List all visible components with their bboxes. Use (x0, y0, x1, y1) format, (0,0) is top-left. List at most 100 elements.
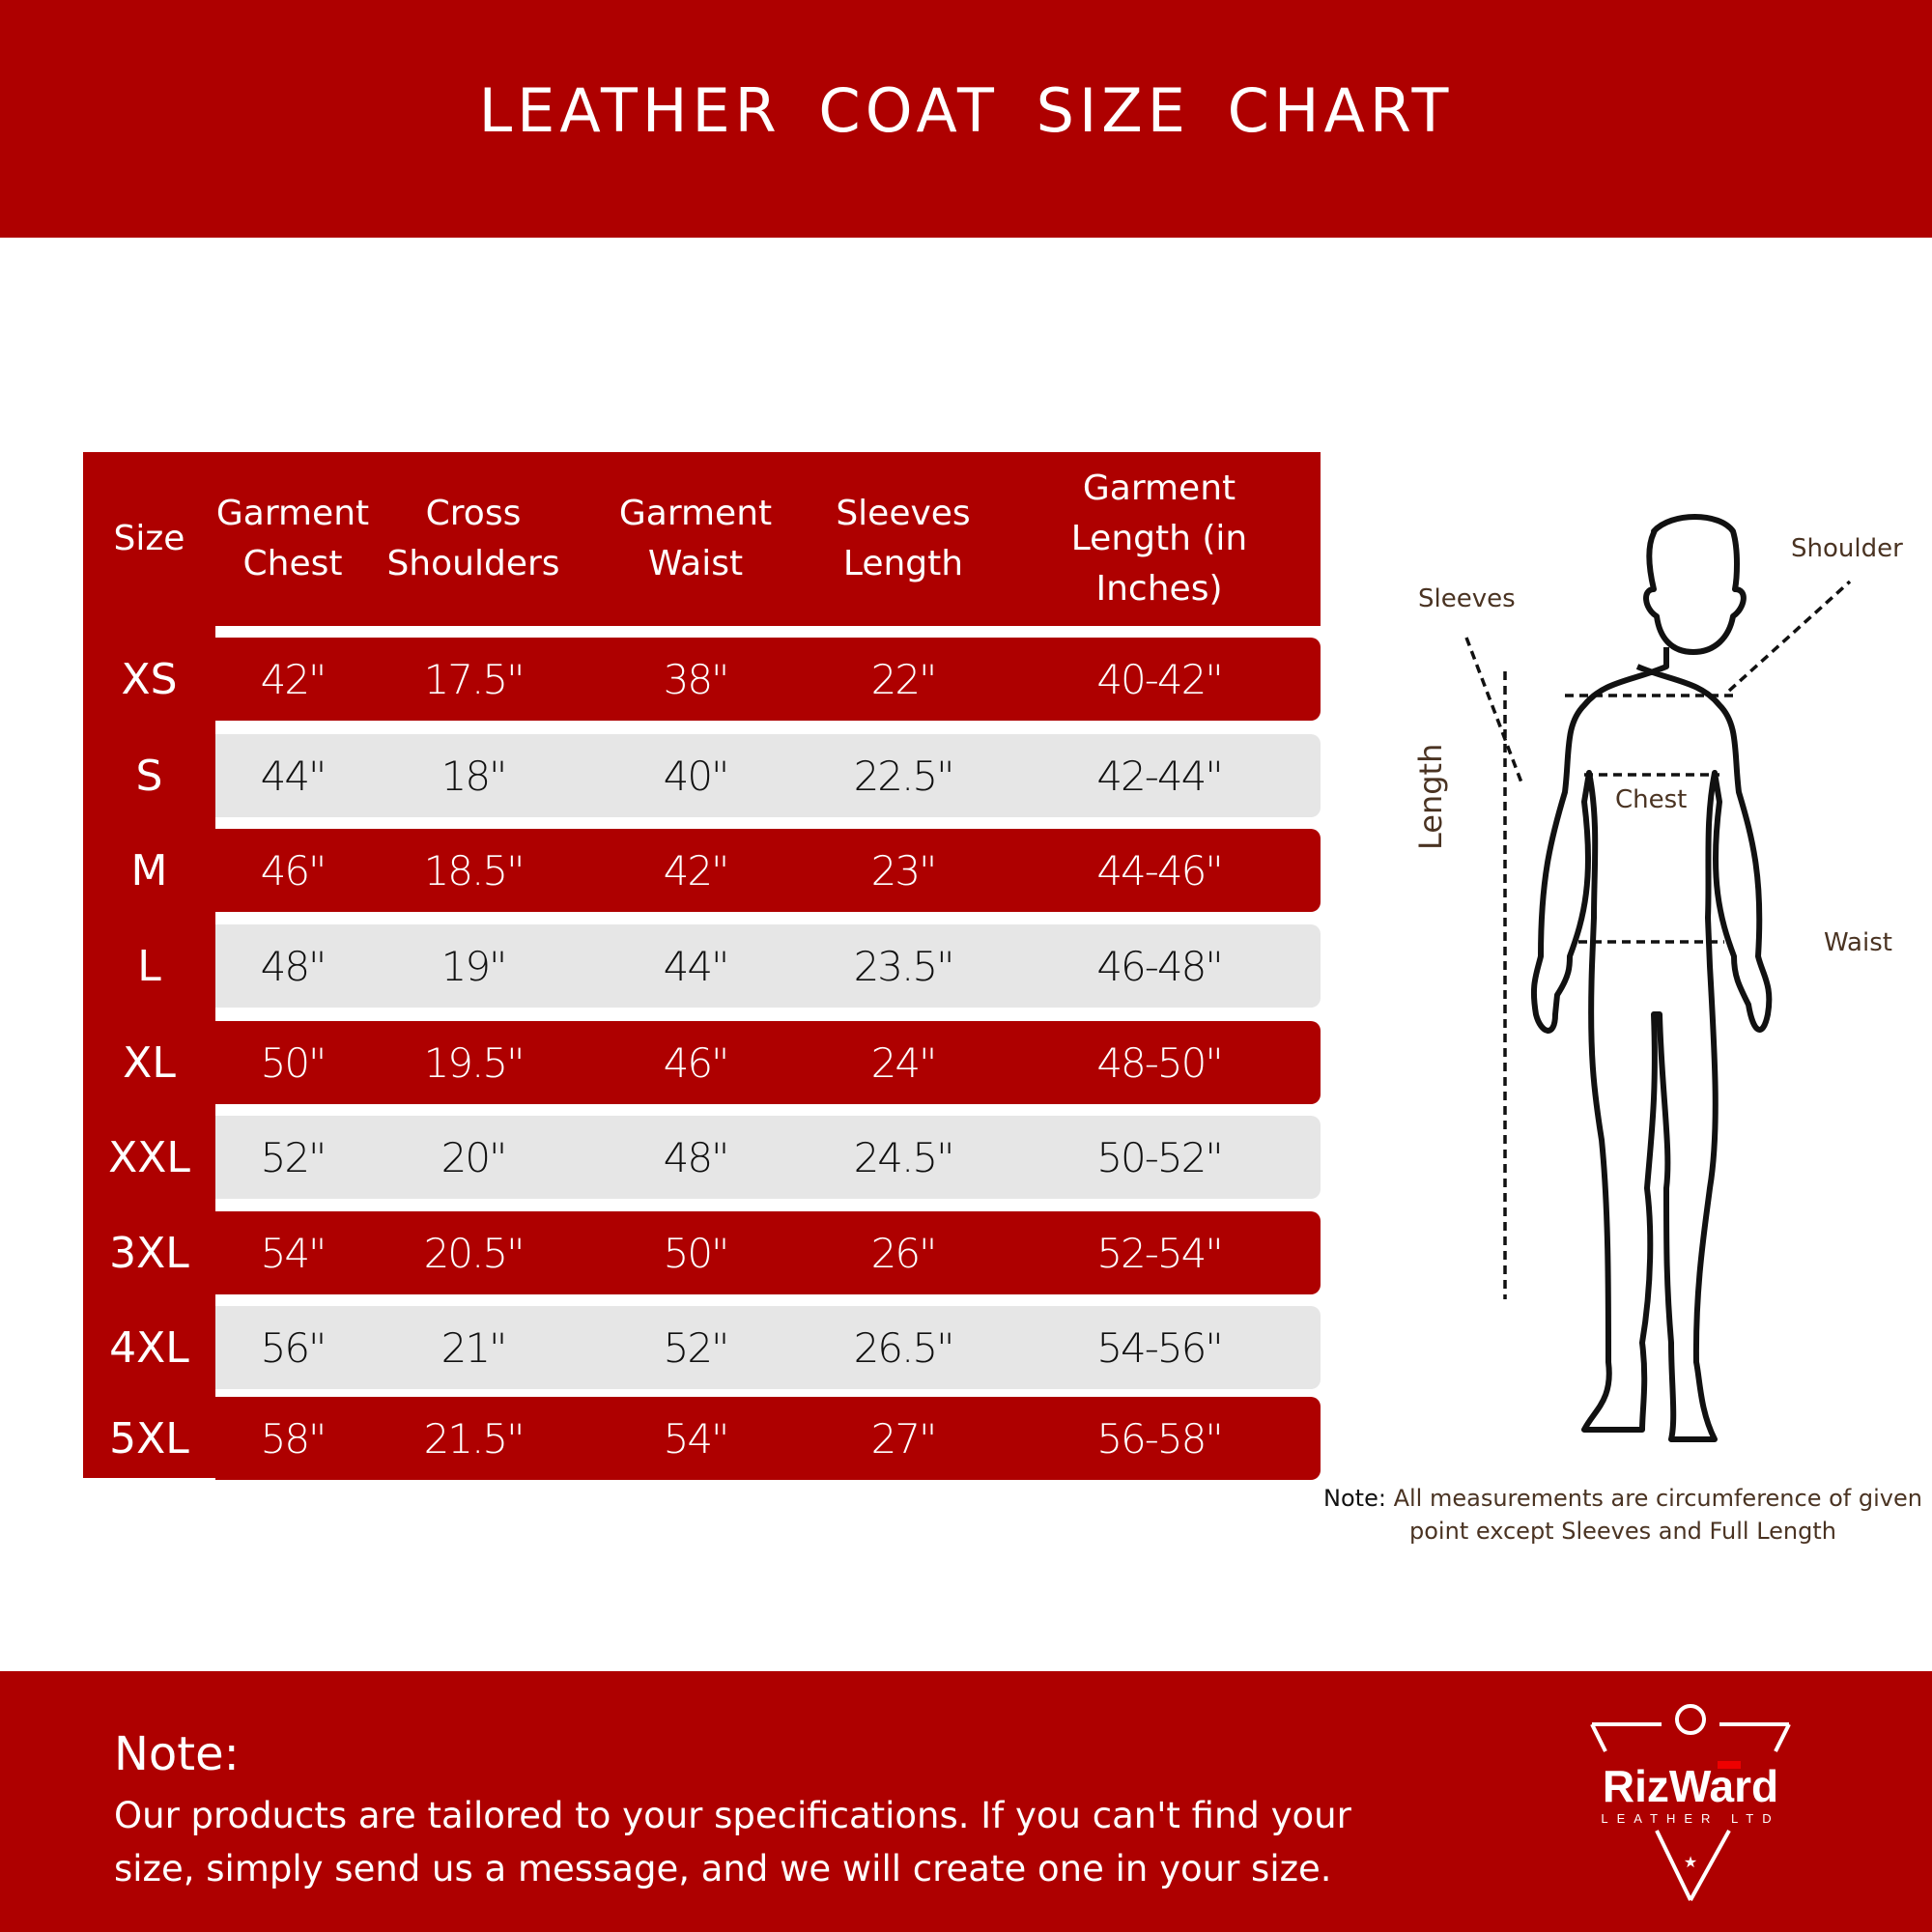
cell-length: 52-54" (1096, 1229, 1223, 1277)
cell-sleeves: 23.5" (853, 942, 955, 990)
label-chest: Chest (1615, 785, 1688, 814)
cell-chest: 52" (260, 1133, 327, 1181)
header-line1: Garment (618, 494, 773, 533)
cell-shoulders: 20.5" (423, 1229, 526, 1277)
cell-waist: 48" (663, 1133, 730, 1181)
table-row (215, 734, 1321, 817)
column-header: Sleeves Length (811, 452, 995, 626)
cell-sleeves: 22" (870, 655, 938, 703)
svg-text:RizWard: RizWard (1603, 1761, 1778, 1811)
cell-length: 54-56" (1096, 1323, 1223, 1372)
size-label: 3XL (109, 1228, 189, 1278)
table-row (215, 829, 1321, 912)
cell-chest: 50" (260, 1038, 327, 1087)
cell-sleeves: 22.5" (853, 752, 955, 800)
cell-waist: 54" (663, 1414, 730, 1463)
header-line2: Waist (647, 544, 744, 583)
table-row (215, 924, 1321, 1008)
shoulder-pointer (1727, 580, 1852, 693)
header-line1: Garment (215, 494, 370, 533)
size-label: XXL (108, 1132, 190, 1182)
cell-length: 42-44" (1096, 752, 1223, 800)
column-header: Garment Chest (215, 452, 370, 626)
cell-length: 56-58" (1096, 1414, 1223, 1463)
cell-shoulders: 19.5" (423, 1038, 526, 1087)
column-header: Size (83, 452, 215, 626)
size-label: 4XL (109, 1322, 189, 1373)
cell-chest: 58" (260, 1414, 327, 1463)
cell-sleeves: 24.5" (853, 1133, 955, 1181)
cell-chest: 48" (260, 942, 327, 990)
header-line2: Length (842, 544, 964, 583)
cell-sleeves: 26" (870, 1229, 938, 1277)
cell-sleeves: 27" (870, 1414, 938, 1463)
header-banner (0, 0, 1932, 238)
header-line1: Sleeves (836, 494, 971, 533)
column-header: Cross Shoulders (372, 452, 575, 626)
header-line1: Size (113, 519, 185, 558)
cell-length: 48-50" (1096, 1038, 1223, 1087)
cell-waist: 38" (663, 655, 730, 703)
table-row (215, 1116, 1321, 1199)
header-line1: Cross (425, 494, 522, 533)
header-line2: Length (in Inches) (1070, 519, 1248, 609)
cell-waist: 44" (663, 942, 730, 990)
cell-chest: 56" (260, 1323, 327, 1372)
figure-note: Note: All measurements are circumference… (1314, 1482, 1932, 1548)
label-length: Length (1412, 743, 1449, 850)
cell-shoulders: 18.5" (423, 846, 526, 895)
cell-chest: 54" (260, 1229, 327, 1277)
table-row (215, 1306, 1321, 1389)
cell-waist: 46" (663, 1038, 730, 1087)
table-row (215, 1397, 1321, 1480)
cell-sleeves: 24" (870, 1038, 938, 1087)
size-label: XS (121, 654, 178, 704)
page-title: LEATHER COAT SIZE CHART (478, 75, 1454, 146)
cell-chest: 46" (260, 846, 327, 895)
cell-shoulders: 19" (440, 942, 508, 990)
cell-chest: 44" (260, 752, 327, 800)
cell-waist: 52" (663, 1323, 730, 1372)
cell-shoulders: 20" (440, 1133, 508, 1181)
column-header: Garment Waist (599, 452, 792, 626)
header-line2: Chest (242, 544, 343, 583)
cell-chest: 42" (260, 655, 327, 703)
table-row (215, 1021, 1321, 1104)
cell-length: 46-48" (1096, 942, 1223, 990)
figure-note-prefix: Note: (1323, 1485, 1386, 1512)
cell-shoulders: 21.5" (423, 1414, 526, 1463)
aperture-icon (1675, 1704, 1706, 1735)
label-sleeves: Sleeves (1418, 584, 1516, 613)
human-figure-outline (1530, 514, 1773, 1442)
cell-waist: 50" (663, 1229, 730, 1277)
svg-text:★: ★ (1684, 1853, 1697, 1871)
cell-length: 44-46" (1096, 846, 1223, 895)
cell-waist: 40" (663, 752, 730, 800)
cell-shoulders: 18" (440, 752, 508, 800)
body-measurement-diagram (1464, 514, 1852, 1442)
table-header-bg (83, 452, 1321, 626)
rizward-logo: RizWard LEATHER LTD ★ (1590, 1704, 1791, 1901)
table-row (215, 638, 1321, 721)
size-label: L (137, 941, 161, 991)
label-waist: Waist (1824, 928, 1892, 957)
cell-sleeves: 26.5" (853, 1323, 955, 1372)
cell-shoulders: 17.5" (423, 655, 526, 703)
cell-length: 50-52" (1096, 1133, 1223, 1181)
cell-waist: 42" (663, 846, 730, 895)
cell-sleeves: 23" (870, 846, 938, 895)
column-header: Garment Length (in Inches) (1005, 452, 1314, 626)
sleeves-pointer (1464, 637, 1523, 783)
footer-banner (0, 1671, 1932, 1932)
cell-shoulders: 21" (440, 1323, 508, 1372)
size-label: XL (123, 1037, 176, 1088)
size-label: 5XL (109, 1413, 189, 1463)
svg-text:LEATHER LTD: LEATHER LTD (1601, 1811, 1779, 1826)
footer-text: Our products are tailored to your specif… (114, 1795, 1351, 1889)
figure-note-text: All measurements are circumference of gi… (1393, 1485, 1922, 1545)
table-row (215, 1211, 1321, 1294)
size-label: S (135, 751, 163, 801)
size-label: M (130, 845, 168, 895)
measurement-guides (1464, 580, 1852, 1299)
header-line1: Garment (1082, 469, 1236, 508)
